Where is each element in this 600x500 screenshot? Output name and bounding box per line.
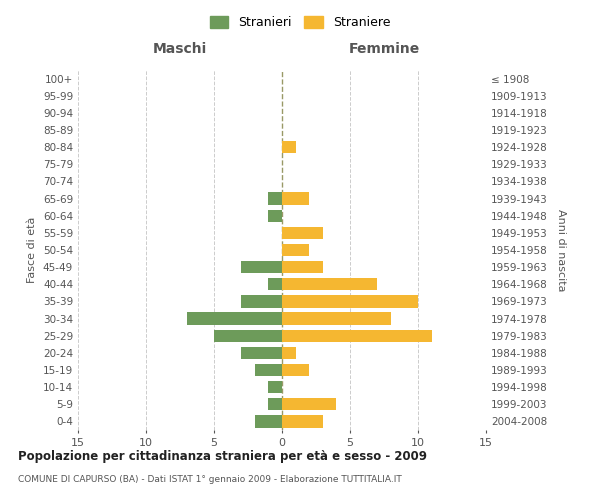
Bar bbox=[282, 261, 323, 274]
Bar bbox=[268, 210, 282, 222]
Bar bbox=[282, 346, 296, 359]
Legend: Stranieri, Straniere: Stranieri, Straniere bbox=[205, 11, 395, 34]
Bar bbox=[187, 312, 282, 324]
Bar bbox=[282, 330, 431, 342]
Bar bbox=[255, 416, 282, 428]
Text: COMUNE DI CAPURSO (BA) - Dati ISTAT 1° gennaio 2009 - Elaborazione TUTTITALIA.IT: COMUNE DI CAPURSO (BA) - Dati ISTAT 1° g… bbox=[18, 475, 402, 484]
Bar bbox=[268, 278, 282, 290]
Bar bbox=[282, 364, 309, 376]
Text: Maschi: Maschi bbox=[153, 42, 207, 56]
Y-axis label: Fasce di età: Fasce di età bbox=[28, 217, 37, 283]
Bar bbox=[255, 364, 282, 376]
Bar bbox=[282, 296, 418, 308]
Bar bbox=[214, 330, 282, 342]
Bar bbox=[241, 261, 282, 274]
Bar bbox=[282, 398, 337, 410]
Bar bbox=[282, 141, 296, 154]
Bar bbox=[241, 346, 282, 359]
Bar bbox=[268, 381, 282, 394]
Text: Popolazione per cittadinanza straniera per età e sesso - 2009: Popolazione per cittadinanza straniera p… bbox=[18, 450, 427, 463]
Bar bbox=[241, 296, 282, 308]
Bar bbox=[282, 244, 309, 256]
Bar bbox=[282, 312, 391, 324]
Bar bbox=[282, 226, 323, 239]
Bar bbox=[282, 192, 309, 204]
Bar bbox=[282, 278, 377, 290]
Bar bbox=[268, 192, 282, 204]
Bar bbox=[268, 398, 282, 410]
Text: Femmine: Femmine bbox=[349, 42, 419, 56]
Bar bbox=[282, 416, 323, 428]
Y-axis label: Anni di nascita: Anni di nascita bbox=[556, 209, 566, 291]
